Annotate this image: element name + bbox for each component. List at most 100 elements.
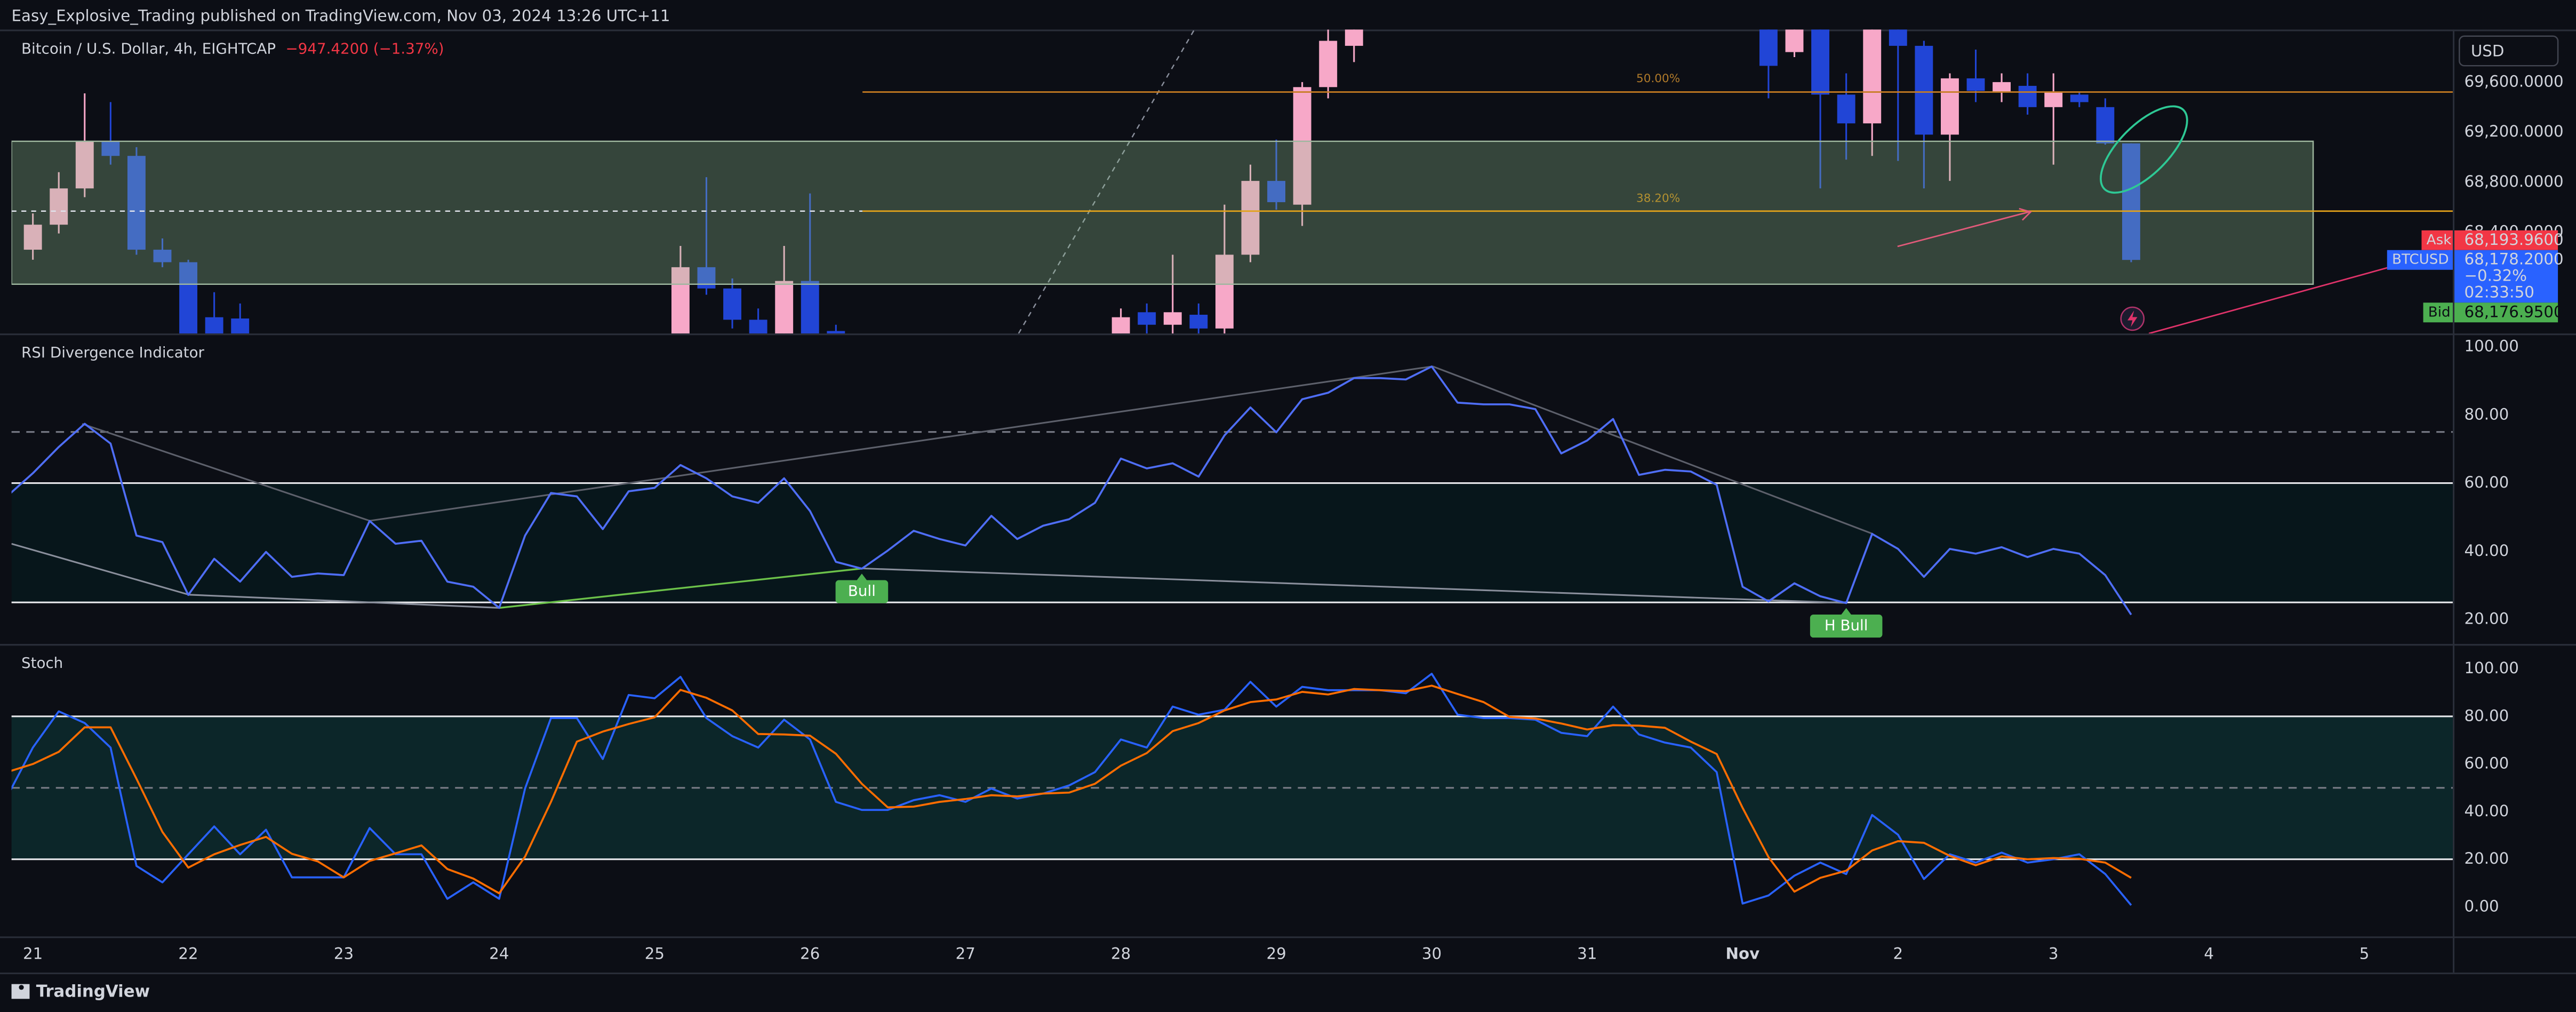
y-tick-label: 68,800.0000 (2465, 172, 2564, 190)
candle-body (1189, 314, 1208, 329)
signal-pointer (857, 573, 867, 580)
candles (23, 29, 2140, 334)
symbol-tag: BTCUSD (2392, 252, 2449, 268)
signal-label: H Bull (1825, 617, 1868, 634)
candle-body (179, 262, 198, 334)
candle-body (1993, 82, 2011, 92)
y-tick-label: 100.00 (2465, 337, 2519, 355)
y-tick-label: 20.00 (2465, 610, 2509, 628)
divergence-line (11, 543, 189, 596)
labels: 69,600.000069,200.000068,800.000068,400.… (23, 72, 2564, 962)
candle-body (1345, 29, 1363, 46)
bid-price: 68,176.9500 (2465, 302, 2564, 321)
y-tick-label: 100.00 (2465, 659, 2519, 677)
candle-body (75, 141, 94, 189)
candle-body (801, 281, 819, 334)
candle-body (1837, 94, 1855, 124)
candle-body (1915, 45, 1933, 135)
x-tick-label: 2 (1893, 945, 1903, 963)
candle-body (1215, 254, 1234, 329)
candle-body (775, 281, 794, 334)
y-tick-label: 60.00 (2465, 754, 2509, 772)
x-tick-label: 21 (23, 945, 43, 963)
candle-body (153, 250, 172, 262)
signal-pointer (1841, 608, 1851, 615)
divergence-line (862, 567, 1847, 604)
candle-body (1241, 181, 1260, 255)
ask-tag: Ask (2427, 232, 2452, 248)
candle-body (2018, 85, 2037, 107)
price-change: −947.4200 (−1.37%) (286, 39, 444, 57)
x-tick-label: Nov (1726, 945, 1760, 963)
y-tick-label: 40.00 (2465, 802, 2509, 820)
x-tick-label: 26 (800, 945, 820, 963)
x-tick-label: 4 (2204, 945, 2214, 963)
x-tick-label: 29 (1266, 945, 1286, 963)
signal-box (1810, 615, 1883, 638)
candle-body (231, 318, 250, 334)
y-tick-label: 60.00 (2465, 473, 2509, 491)
candle-body (1163, 312, 1182, 325)
candle-body (2096, 107, 2115, 144)
candle-body (2070, 94, 2089, 102)
header-bar (0, 0, 2576, 30)
symbol-box (2387, 250, 2453, 270)
divergence-line (82, 423, 370, 522)
candle-body (1293, 87, 1311, 205)
x-tick-label: 3 (2049, 945, 2059, 963)
currency[interactable]: USD (2471, 42, 2505, 60)
indicator-line (11, 673, 2132, 906)
x-tick-label: 30 (1422, 945, 1442, 963)
candle-body (23, 225, 42, 250)
y-tick-label: 69,200.0000 (2465, 122, 2564, 140)
candle-body (1111, 317, 1130, 334)
signal-label: Bull (848, 582, 876, 600)
bar-countdown: 02:33:50 (2465, 283, 2534, 301)
candle-body (1138, 312, 1156, 325)
candle-body (1966, 78, 1985, 91)
ask-price: 68,193.9600 (2465, 230, 2564, 249)
ask-box (2454, 230, 2558, 250)
candle-body (205, 317, 223, 334)
signal-box (835, 580, 889, 603)
currency-box[interactable] (2459, 35, 2559, 67)
x-tick-label: 5 (2359, 945, 2370, 963)
y-tick-label: 20.00 (2465, 849, 2509, 867)
stoch-background (11, 715, 2453, 860)
rsi-lines (11, 365, 2132, 616)
alert-bolt (2127, 310, 2138, 327)
candle-body (697, 267, 716, 289)
indicator-line (11, 365, 2132, 616)
y-tick-label: 40.00 (2465, 541, 2509, 560)
indicator-title: RSI Divergence Indicator (21, 344, 205, 361)
symbol-title: Bitcoin / U.S. Dollar, 4h, EIGHTCAP (21, 39, 276, 57)
candle-body (1267, 181, 1286, 202)
arrow-head (2019, 208, 2032, 221)
candle-body (1889, 29, 1907, 46)
x-tick-label: 22 (178, 945, 198, 963)
candle-body (1785, 29, 1804, 52)
x-tick-label: 31 (1577, 945, 1597, 963)
highlight-ellipse (2100, 105, 2188, 194)
fib-label: 50.00% (1636, 72, 1680, 85)
divergence-line (189, 594, 500, 609)
x-tick-label: 27 (956, 945, 975, 963)
indicator-line (11, 684, 2132, 895)
rsi-background (11, 431, 2453, 603)
fib-label: 38.20% (1636, 192, 1680, 205)
candle-body (723, 288, 742, 320)
candle-body (749, 320, 767, 334)
last-box (2454, 250, 2558, 303)
x-tick-label: 28 (1111, 945, 1131, 963)
band-fill (11, 483, 2453, 603)
y-tick-label: 0.00 (2465, 897, 2499, 915)
legend: Bitcoin / U.S. Dollar, 4h, EIGHTCAP −947.… (21, 39, 444, 57)
candle-body (50, 188, 68, 225)
last-price: 68,178.2000 (2465, 250, 2564, 268)
candle-body (1811, 29, 1830, 95)
stoch-lines (11, 673, 2132, 906)
y-tick-label: 80.00 (2465, 706, 2509, 724)
candle-body (827, 331, 845, 334)
candle-body (2122, 143, 2140, 260)
x-tick-label: 23 (334, 945, 354, 963)
